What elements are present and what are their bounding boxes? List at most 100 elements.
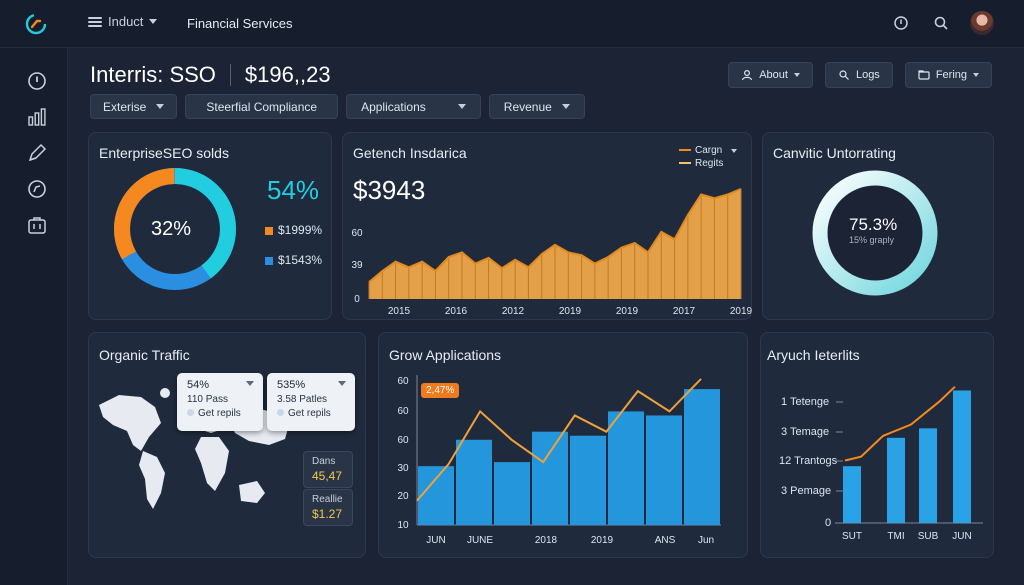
avatar[interactable] [970,11,994,35]
y-tick-label: 10 [397,520,409,531]
filter-chip-revenue[interactable]: Revenue [488,94,585,119]
x-tick-label: 2012 [502,306,525,317]
hamburger-icon[interactable] [88,16,102,27]
x-tick-label: 2018 [535,535,558,546]
compass-icon[interactable] [26,178,48,200]
page-title: Interris: SSO [90,62,216,87]
y-tick-label: 0 [354,294,360,305]
main-menu[interactable]: Induct [88,14,158,29]
filter-chip-applications[interactable]: Applications [346,94,481,119]
app-logo-icon[interactable] [24,12,48,36]
top-bar: Induct Financial Services [0,0,1024,48]
logs-icon [839,70,849,80]
growth-big-value: $3943 [353,175,426,205]
traffic-card: Organic Traffic 54% 110 Pass Get repils … [88,332,366,558]
breadcrumb[interactable]: Financial Services [187,16,293,31]
map-popup[interactable]: 54% 110 Pass Get repils [177,373,263,431]
x-tick-label: JUNE [467,535,493,546]
chevron-down-icon [793,73,800,77]
interests-bar-chart: SUT TMI SUB JUN [835,385,983,542]
user-icon [742,69,753,81]
header-actions: About Logs Fering [728,62,992,88]
y-tick-label: 60 [397,406,409,417]
monitor-value: 75.3% [849,215,898,234]
donut-segment-orange [114,168,236,290]
card-title: Aryuch Ieterlits [767,347,860,363]
info-icon[interactable] [26,70,48,92]
about-button[interactable]: About [728,62,813,88]
seo-donut-chart [114,168,236,290]
folder-icon [918,70,930,80]
search-icon[interactable] [930,12,952,34]
menu-label[interactable]: Induct [108,14,144,29]
popup-line: 110 Pass [187,394,228,405]
x-tick-label: TMI [887,531,904,542]
top-icons [890,11,994,35]
y-tick-label: 60 [397,435,409,446]
x-tick-label: SUT [842,531,862,542]
bar [887,437,905,523]
donut-segment-cyan [114,168,236,290]
bar [418,466,454,525]
legend-item: $1999% [265,223,322,237]
area-chart: 60 39 0 2015 2016 2012 2019 2019 2017 2019 [351,187,753,317]
ring-track [812,170,938,296]
bar [843,466,861,523]
map-popup[interactable]: 535% 3.58 Patles Get repils [267,373,355,431]
bar [532,431,568,525]
logs-button[interactable]: Logs [824,62,893,88]
series-line [416,378,702,502]
dot-icon [277,409,284,416]
help-icon[interactable] [890,12,912,34]
area-series-line [368,187,742,283]
stat-label: Dans [312,456,336,467]
legend-label: $1999% [278,223,323,237]
filter-chip-compliance[interactable]: Steerfial Compliance [185,94,339,119]
card-title: EnterpriseSEO solds [99,145,229,161]
y-tick-label: 60 [351,228,363,239]
chevron-down-icon [149,19,158,24]
stat-value: $1.27 [312,507,343,521]
chevron-down-icon [156,104,165,109]
briefcase-icon[interactable] [26,214,48,236]
popup-line: 3.58 Patles [277,394,328,405]
filter-label: Revenue [503,99,552,114]
x-tick-label: 2017 [673,306,696,317]
legend-label: Regits [695,158,724,169]
bar [494,462,530,525]
monitor-ring-chart [812,170,938,296]
seo-big-value: 54% [267,175,320,205]
filter-label: Applications [361,99,426,114]
filter-button[interactable]: Fering [904,62,992,88]
chevron-down-icon[interactable] [338,381,346,386]
x-tick-label: JUN [952,531,971,542]
x-tick-label: JUN [426,535,445,546]
card-title: Grow Applications [389,347,502,363]
badge-text: 2,47% [426,385,455,396]
row-label: 3 Pemage [781,485,832,497]
bar-chart-icon[interactable] [26,106,48,128]
donut-center-value: 32% [151,218,192,240]
x-tick-label: 2019 [591,535,614,546]
row-label: 3 Temage [781,426,830,438]
y-tick-label: 60 [397,376,409,387]
chevron-down-icon[interactable] [246,381,254,386]
chevron-down-icon[interactable] [731,149,737,153]
stat-box: Dans 45,47 [303,451,353,488]
legend-label: Cargn [695,145,723,156]
legend-item: $1543% [265,253,322,267]
x-tick-label: SUB [918,531,939,542]
apps-card: Grow Applications 60 60 60 30 20 10 JUN JUNE 201… [378,332,748,558]
monitor-card: Canvitic Untorrating 75.3% 15% graply [762,132,994,320]
card-title: Canvitic Untorrating [773,145,896,161]
filter-chip-exterise[interactable]: Exterise [90,94,178,119]
x-tick-label: 2019 [616,306,639,317]
stat-label: Reallie [312,494,343,505]
edit-icon[interactable] [26,142,48,164]
ring-center [828,186,922,280]
popup-value: 54% [187,379,210,391]
bar [684,389,720,525]
series-line [844,385,956,462]
y-tick-label: 20 [397,491,409,502]
about-label: About [759,69,788,81]
